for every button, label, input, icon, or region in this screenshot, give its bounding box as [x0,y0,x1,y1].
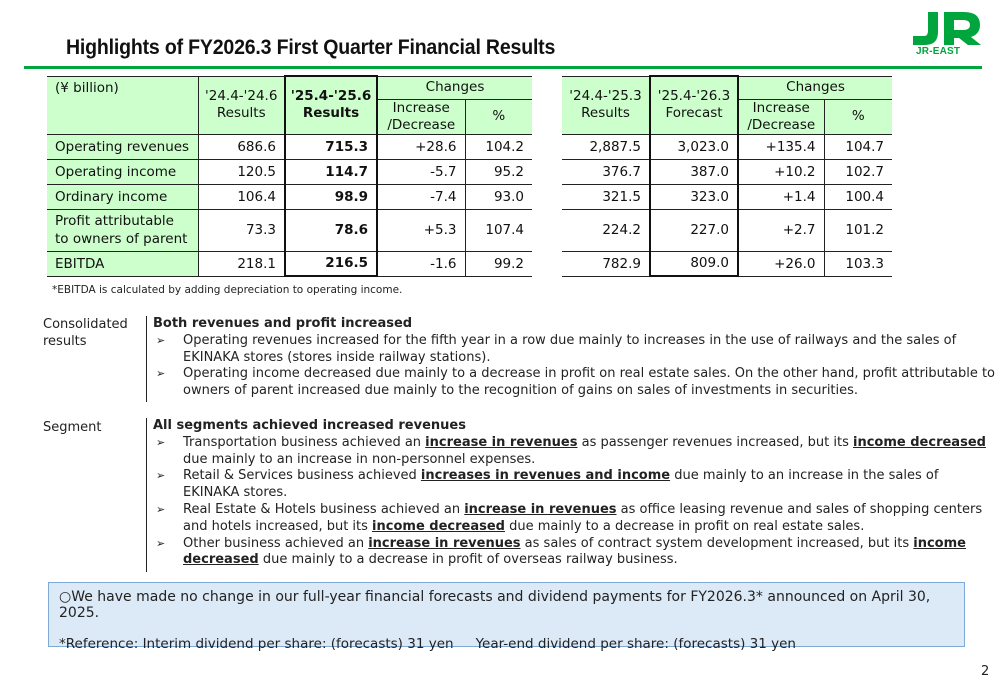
segment-section: All segments achieved increased revenues… [146,418,986,572]
title-divider [24,66,982,69]
dividend-reference: *Reference: Interim dividend per share: … [59,636,796,652]
page-title: Highlights of FY2026.3 First Quarter Fin… [66,36,556,59]
table-row: 782.9 809.0 +26.0 103.3 [562,250,893,277]
full-year-forecast-table: '24.4-'25.3 Results '25.4-'26.3 Forecast C… [562,75,893,277]
ebitda-footnote: *EBITDA is calculated by adding deprecia… [52,284,403,296]
arrow-bullet-icon: ➢ [156,435,166,449]
col-header-forecast: '25.4-'26.3 Forecast [649,75,739,135]
list-item: ➢ Transportation business achieved an in… [156,434,986,467]
col-header-changes: Changes [738,75,893,100]
col-header-changes: Changes [377,75,533,100]
arrow-bullet-icon: ➢ [156,367,166,381]
arrow-bullet-icon: ➢ [156,502,166,516]
segment-label: Segment [43,420,102,435]
forecast-note: ○We have made no change in our full-year… [59,589,931,621]
arrow-bullet-icon: ➢ [156,536,166,550]
jr-east-logo-icon [913,12,981,45]
col-header-incdec: Increase/Decrease [377,98,465,135]
col-header-incdec: Increase/Decrease [738,98,824,135]
list-item: ➢ Operating income decreased due mainly … [156,366,995,399]
table-row: 2,887.5 3,023.0 +135.4 104.7 [562,133,893,160]
logo-text: JR-EAST [916,46,961,57]
consolidated-section: Both revenues and profit increased ➢ Ope… [146,316,995,402]
consolidated-label: Consolidated results [43,317,128,349]
list-item: ➢ Operating revenues increased for the f… [156,332,957,365]
table-row: 376.7 387.0 +10.2 102.7 [562,158,893,185]
unit-label: (¥ billion) [47,75,198,135]
table-row: Operating income 120.5 114.7 -5.7 95.2 [47,158,533,185]
segment-heading: All segments achieved increased revenues [153,418,466,433]
table-row: 224.2 227.0 +2.7 101.2 [562,208,893,252]
arrow-bullet-icon: ➢ [156,469,166,483]
table-row: 321.5 323.0 +1.4 100.4 [562,183,893,210]
table-row: Ordinary income 106.4 98.9 -7.4 93.0 [47,183,533,210]
table-row: EBITDA 218.1 216.5 -1.6 99.2 [47,250,533,277]
list-item: ➢ Real Estate & Hotels business achieved… [156,501,983,534]
col-header-prev: '24.4-'25.3 Results [562,75,650,135]
forecast-note-box: ○We have made no change in our full-year… [48,582,965,652]
consolidated-heading: Both revenues and profit increased [153,316,413,331]
col-header-pct: % [464,98,533,135]
col-header-prev: '24.4-'24.6 Results [197,75,285,135]
quarterly-results-table: (¥ billion) '24.4-'24.6 Results '25.4-'25… [47,75,533,277]
arrow-bullet-icon: ➢ [156,333,166,347]
col-header-current: '25.4-'25.6 Results [284,75,378,135]
table-row: Profit attributable to owners of parent 7… [47,208,533,252]
col-header-pct: % [823,98,893,135]
table-row: Operating revenues 686.6 715.3 +28.6 104… [47,133,533,160]
page-number: 2 [981,664,990,679]
list-item: ➢ Retail & Services business achieved in… [156,468,939,501]
list-item: ➢ Other business achieved an increase in… [156,535,966,568]
